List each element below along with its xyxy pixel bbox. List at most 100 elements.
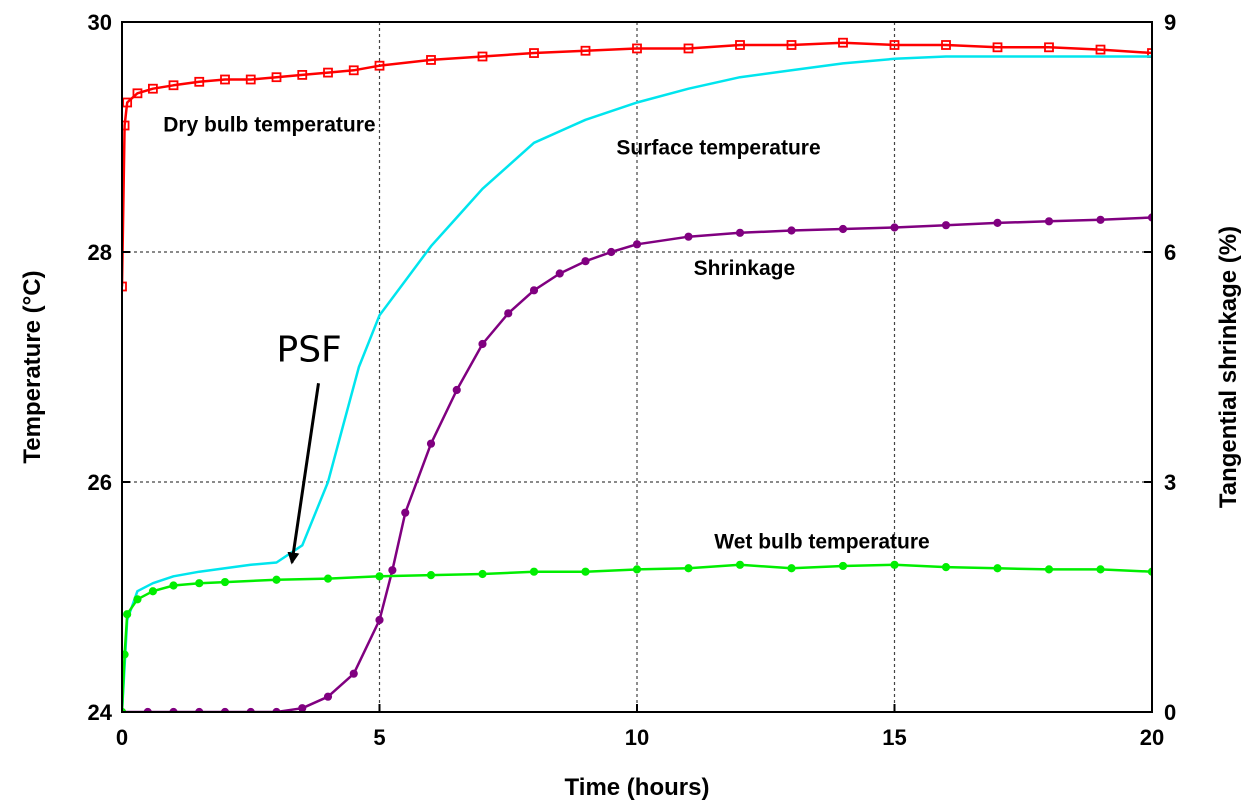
dry-bulb-temperature-point: [477, 51, 488, 62]
dry-bulb-temperature-line: [122, 41, 1152, 287]
wet-bulb-temperature-point: [220, 577, 230, 587]
wet-bulb-temperature-point: [375, 572, 384, 581]
shrinkage-point: [735, 228, 745, 237]
grid-lines: [122, 22, 1152, 712]
dry-bulb-temperature-point: [426, 55, 436, 65]
dry-bulb-temperature-point: [529, 48, 539, 58]
dry-bulb-temperature-point: [122, 281, 127, 292]
shrinkage-point: [993, 218, 1002, 227]
x-tick-label: 0: [116, 725, 128, 750]
dry-bulb-temperature-point: [1095, 44, 1106, 55]
shrinkage-point: [555, 269, 564, 278]
wet-bulb-temperature-point: [148, 587, 157, 596]
shrinkage-point: [529, 286, 539, 295]
shrinkage-point: [838, 224, 848, 234]
shrinkage-point: [452, 385, 461, 395]
y-tick-label: 28: [88, 240, 112, 265]
dry-bulb-temperature-point: [348, 65, 359, 76]
shrinkage-point: [349, 669, 358, 678]
shrinkage-point: [684, 232, 693, 241]
shrinkage-point: [890, 223, 899, 232]
dry-bulb-temperature-point: [786, 40, 797, 50]
wet-bulb-temperature-point: [632, 565, 642, 574]
dry-bulb-temperature-point: [122, 97, 133, 108]
dry-bulb-temperature-point: [220, 74, 230, 85]
dry-bulb-temperature-point: [941, 40, 951, 50]
shrinkage-point: [478, 339, 487, 349]
shrinkage-point: [941, 221, 951, 230]
annotation-label: Surface temperature: [616, 136, 820, 159]
surface-temperature-line: [122, 55, 1152, 712]
dry-bulb-temperature-point: [297, 70, 308, 80]
shrinkage-point: [581, 257, 590, 266]
annotation-label: Wet bulb temperature: [714, 531, 929, 554]
wet-bulb-temperature-point: [133, 595, 142, 604]
dry-bulb-temperature-point: [632, 43, 642, 54]
dry-bulb-temperature-point: [132, 88, 143, 99]
dry-bulb-temperature-point: [1147, 48, 1152, 58]
dry-bulb-temperature-point: [374, 60, 385, 71]
dry-bulb-temperature-point: [992, 42, 1003, 53]
shrinkage-point: [607, 247, 616, 257]
psf-arrow: [287, 383, 320, 565]
wet-bulb-temperature-point: [993, 564, 1002, 573]
dry-bulb-temperature-point: [194, 76, 205, 87]
wet-bulb-temperature-point: [529, 567, 539, 576]
wet-bulb-temperature-point: [426, 571, 436, 580]
wet-bulb-temperature-point: [123, 610, 132, 619]
wet-bulb-temperature-point: [122, 650, 129, 659]
wet-bulb-temperature-point: [735, 560, 745, 569]
y-tick-label: 26: [88, 470, 112, 495]
x-axis-title: Time (hours): [565, 774, 710, 801]
shrinkage-point: [632, 240, 642, 249]
wet-bulb-temperature-point: [684, 564, 693, 573]
dry-bulb-temperature-point: [889, 40, 900, 50]
y2-tick-label: 9: [1164, 10, 1176, 35]
series-layer: [122, 37, 1152, 712]
dry-bulb-temperature-point: [323, 67, 333, 78]
x-tick-label: 10: [625, 725, 649, 750]
annotation-label: Shrinkage: [694, 257, 796, 280]
dry-bulb-temperature-point: [271, 72, 282, 83]
dry-bulb-temperature-point: [122, 120, 130, 131]
shrinkage-point: [298, 704, 307, 712]
dry-bulb-temperature-point: [1044, 42, 1054, 53]
wet-bulb-temperature-point: [1044, 565, 1054, 574]
dry-bulb-temperature-point: [735, 40, 745, 50]
shrinkage-point: [375, 615, 384, 625]
wet-bulb-temperature-point: [478, 569, 487, 579]
dry-bulb-temperature-point: [683, 43, 694, 54]
shrinkage-point: [388, 566, 397, 575]
shrinkage-point: [787, 226, 796, 235]
wet-bulb-temperature-point: [581, 567, 590, 576]
y2-tick-label: 6: [1164, 240, 1176, 265]
wet-bulb-temperature-point: [169, 581, 178, 590]
wet-bulb-temperature-point: [941, 563, 951, 572]
shrinkage-point: [401, 508, 410, 517]
shrinkage-point: [1096, 215, 1105, 224]
annotation-label: Dry bulb temperature: [163, 113, 375, 136]
psf-label: PSF: [277, 329, 342, 370]
shrinkage-point: [504, 309, 513, 318]
dry-bulb-temperature-point: [838, 37, 848, 48]
y-axis-title: Temperature (°C): [19, 270, 46, 463]
wet-bulb-temperature-point: [890, 560, 899, 569]
dry-bulb-temperature-point: [168, 80, 179, 91]
annotations: Dry bulb temperature Surface temperature S…: [163, 113, 930, 565]
wet-bulb-temperature-point: [272, 575, 281, 584]
x-tick-label: 15: [882, 725, 906, 750]
y2-tick-label: 3: [1164, 470, 1176, 495]
wet-bulb-temperature-point: [323, 574, 333, 583]
dry-bulb-temperature-point: [147, 83, 158, 94]
y2-axis-title: Tangential shrinkage (%): [1215, 226, 1242, 508]
shrinkage-point: [426, 439, 436, 448]
y-tick-label: 24: [88, 700, 113, 725]
y-tick-label: 30: [88, 10, 112, 35]
wet-bulb-temperature-point: [838, 561, 848, 571]
shrinkage-line: [122, 216, 1152, 712]
shrinkage-point: [1044, 217, 1054, 226]
shrinkage-point: [323, 692, 333, 701]
dry-bulb-temperature-point: [245, 74, 256, 85]
wet-bulb-temperature-point: [1096, 565, 1105, 574]
